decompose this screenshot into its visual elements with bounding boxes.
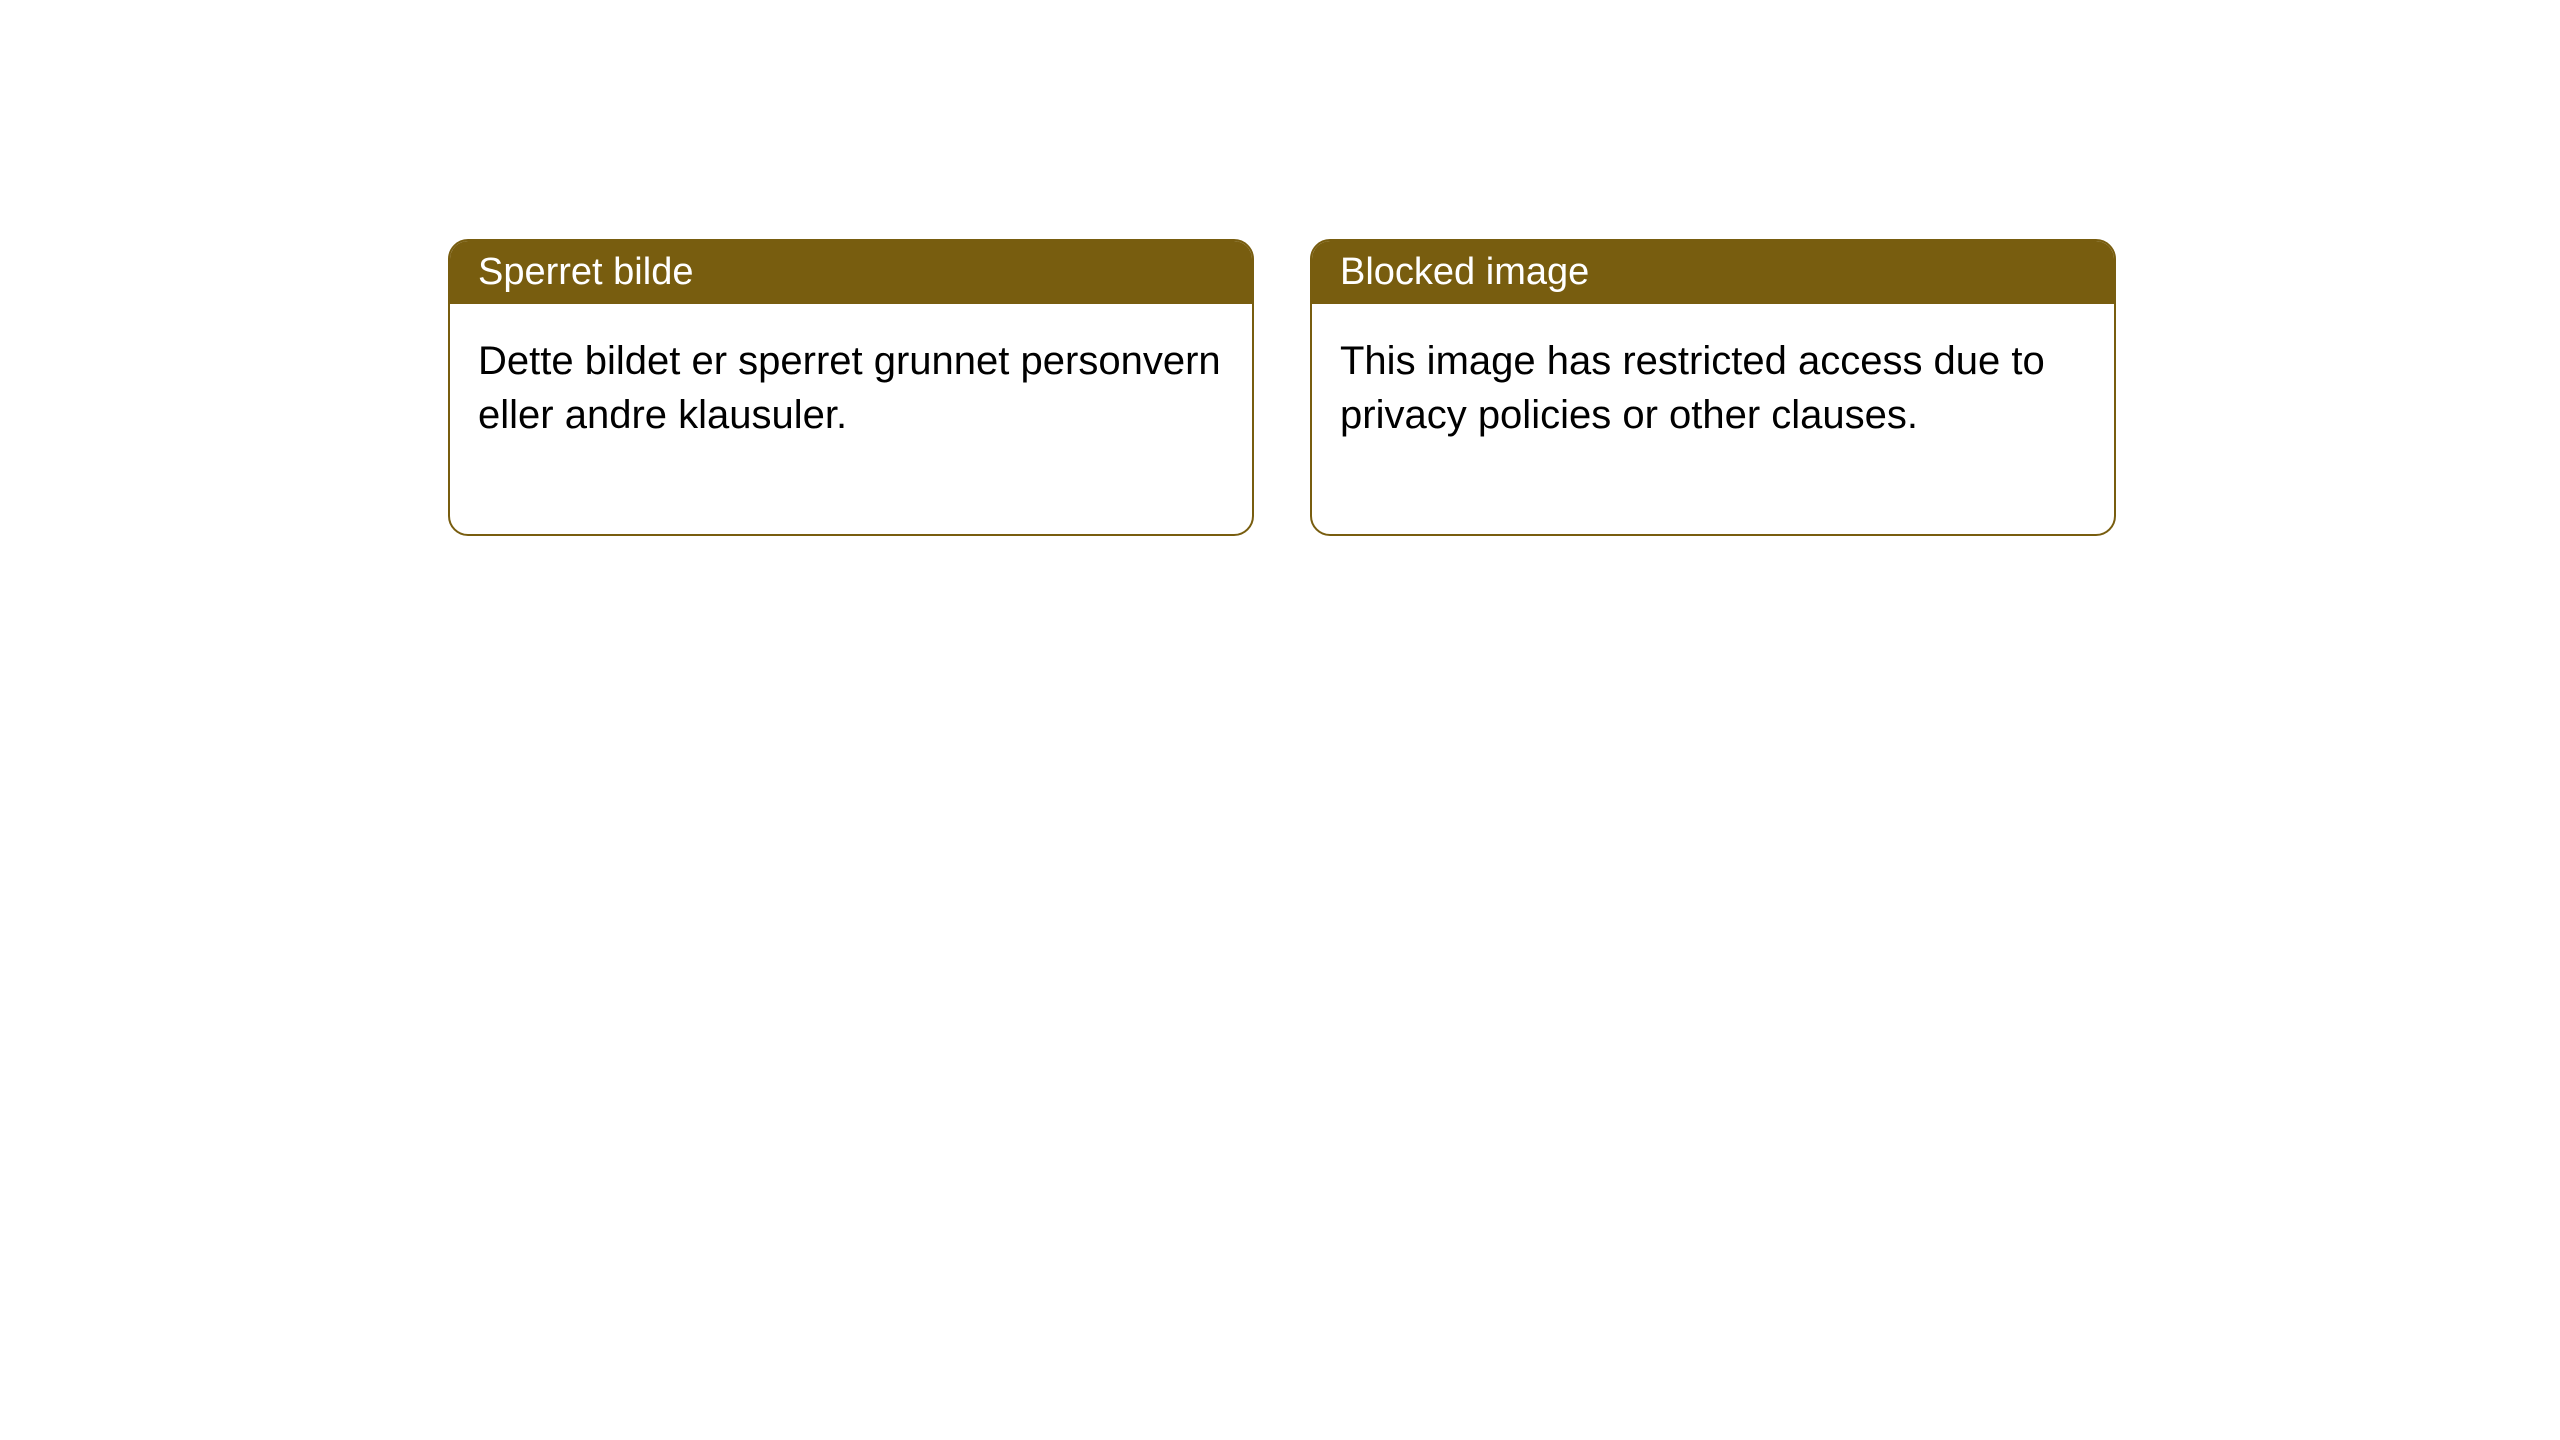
card-body: This image has restricted access due to … — [1312, 304, 2114, 534]
card-header: Blocked image — [1312, 241, 2114, 304]
card-title: Blocked image — [1340, 251, 1589, 293]
card-header: Sperret bilde — [450, 241, 1252, 304]
notice-container: Sperret bilde Dette bildet er sperret gr… — [448, 239, 2116, 536]
card-body-text: This image has restricted access due to … — [1340, 339, 2045, 437]
card-body-text: Dette bildet er sperret grunnet personve… — [478, 339, 1221, 437]
card-title: Sperret bilde — [478, 251, 693, 293]
blocked-image-card-english: Blocked image This image has restricted … — [1310, 239, 2116, 536]
blocked-image-card-norwegian: Sperret bilde Dette bildet er sperret gr… — [448, 239, 1254, 536]
card-body: Dette bildet er sperret grunnet personve… — [450, 304, 1252, 534]
